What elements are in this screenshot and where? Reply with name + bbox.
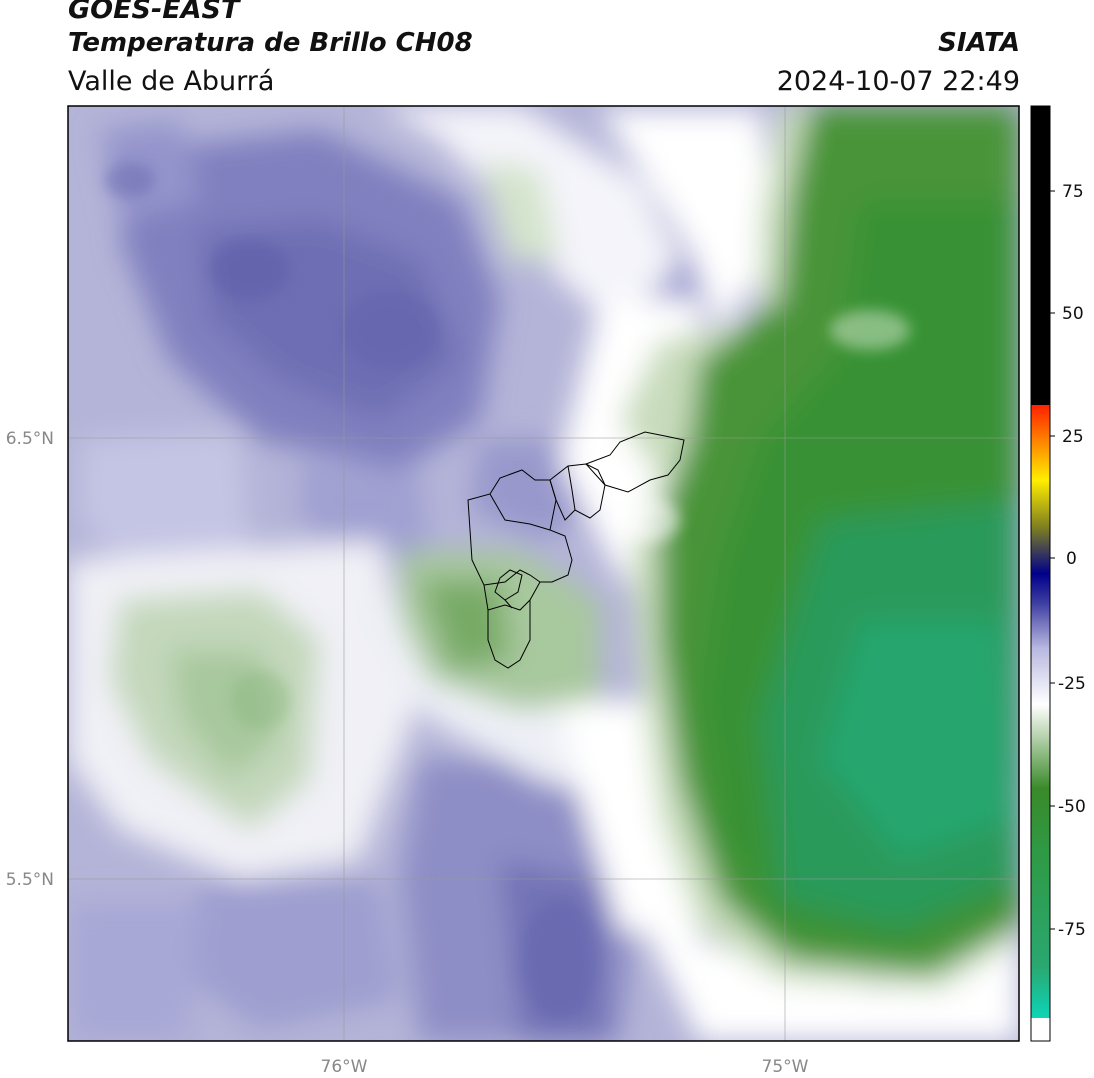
- datetime-label: 2024-10-07 22:49: [776, 66, 1020, 97]
- graticule: [68, 106, 1019, 1041]
- colorbar-tick: 0: [1066, 549, 1077, 569]
- colorbar-tick: -50: [1058, 797, 1086, 817]
- colorbar-tick: 75: [1062, 182, 1084, 202]
- map-frame: [67, 105, 1020, 1042]
- org-label: SIATA: [938, 28, 1020, 58]
- region-subtitle: Valle de Aburrá: [68, 66, 275, 97]
- colorbar-tick: -75: [1058, 920, 1086, 940]
- colorbar: 75 50 25 0 -25 -50 -75: [1030, 105, 1086, 1042]
- lon-label-76: 76°W: [321, 1057, 368, 1077]
- brightness-temperature-field: [68, 106, 1019, 1041]
- colorbar-tick: 25: [1062, 427, 1084, 447]
- colorbar-tick: 50: [1062, 304, 1084, 324]
- product-title: Temperatura de Brillo CH08: [68, 28, 473, 58]
- valle-aburra-boundaries: [467, 431, 685, 669]
- lat-label-65: 6.5°N: [6, 429, 54, 449]
- lat-label-55: 5.5°N: [6, 870, 54, 890]
- lon-label-75: 75°W: [762, 1057, 809, 1077]
- colorbar-tick: -25: [1058, 674, 1086, 694]
- satellite-title: GOES-EAST: [68, 0, 240, 25]
